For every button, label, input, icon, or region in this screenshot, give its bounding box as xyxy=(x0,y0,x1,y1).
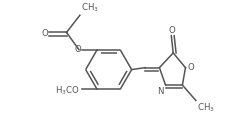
Text: O: O xyxy=(74,45,81,54)
Text: O: O xyxy=(169,26,176,35)
Text: CH$_3$: CH$_3$ xyxy=(197,101,215,114)
Text: CH$_3$: CH$_3$ xyxy=(81,2,99,14)
Text: N: N xyxy=(157,87,164,96)
Text: O: O xyxy=(41,29,48,38)
Text: O: O xyxy=(187,63,194,72)
Text: H$_3$CO: H$_3$CO xyxy=(55,84,80,97)
